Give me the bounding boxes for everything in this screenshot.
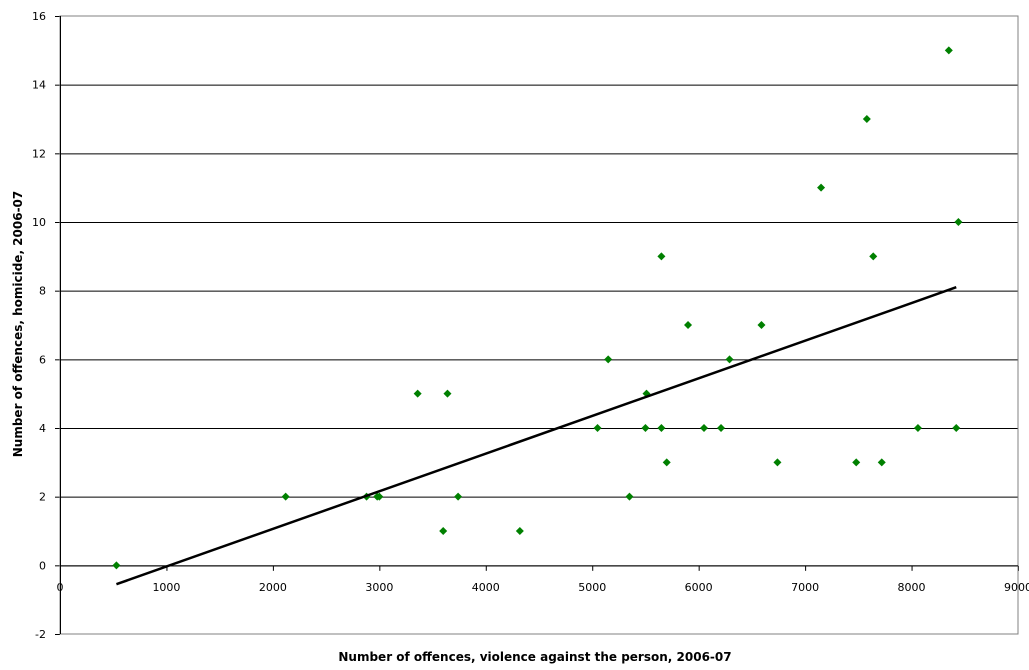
data-point (773, 458, 782, 467)
data-point (944, 46, 953, 55)
data-point (699, 424, 708, 432)
data-point (413, 389, 422, 398)
y-tick-label: 16 (32, 10, 46, 23)
data-point (625, 492, 634, 501)
data-points (112, 46, 963, 570)
data-point (662, 458, 671, 467)
data-point (657, 424, 666, 432)
data-point (952, 424, 961, 432)
data-point (757, 321, 766, 329)
data-point (375, 492, 384, 501)
y-axis-ticks: -2 0 2 4 6 8 10 12 14 16 (32, 10, 60, 641)
data-point (439, 527, 448, 535)
data-point (869, 252, 878, 261)
x-axis-title: Number of offences, violence against the… (338, 650, 731, 664)
x-axis-ticks: 0100020003000400050006000700080009000 (57, 565, 1029, 594)
data-point (913, 424, 922, 432)
data-point (717, 424, 726, 432)
y-tick-label: 12 (32, 147, 46, 160)
y-tick-label: -2 (35, 628, 46, 641)
data-point (515, 527, 524, 535)
data-point (454, 492, 463, 501)
y-tick-label: 4 (39, 422, 46, 435)
data-point (604, 355, 613, 364)
data-point (684, 321, 693, 329)
x-tick-label: 7000 (791, 581, 819, 594)
y-tick-label: 6 (39, 353, 46, 366)
x-tick-label: 1000 (152, 581, 180, 594)
y-axis-title: Number of offences, homicide, 2006-07 (11, 191, 25, 458)
data-point (641, 424, 650, 432)
y-tick-label: 14 (32, 79, 46, 92)
data-point (281, 492, 290, 501)
gridlines (60, 84, 1018, 567)
x-tick-label: 9000 (1004, 581, 1029, 594)
y-tick-label: 2 (39, 491, 46, 504)
data-point (443, 389, 452, 398)
trendline (115, 286, 957, 586)
axes (59, 15, 1019, 635)
x-tick-label: 2000 (259, 581, 287, 594)
data-point (725, 355, 734, 364)
data-point (862, 115, 871, 123)
y-tick-label: 8 (39, 285, 46, 298)
plot-area-border (59, 15, 1019, 635)
trendline-group (115, 286, 957, 586)
data-point (112, 561, 121, 570)
y-tick-label: 0 (39, 559, 46, 572)
data-point (954, 218, 963, 226)
data-point (852, 458, 861, 467)
x-tick-label: 6000 (685, 581, 713, 594)
x-tick-label: 5000 (578, 581, 606, 594)
x-tick-label: 8000 (898, 581, 926, 594)
y-tick-label: 10 (32, 216, 46, 229)
data-point (593, 424, 602, 432)
data-point (657, 252, 666, 261)
x-tick-label: 4000 (472, 581, 500, 594)
data-point (817, 183, 826, 192)
data-point (877, 458, 886, 467)
x-tick-label: 3000 (365, 581, 393, 594)
